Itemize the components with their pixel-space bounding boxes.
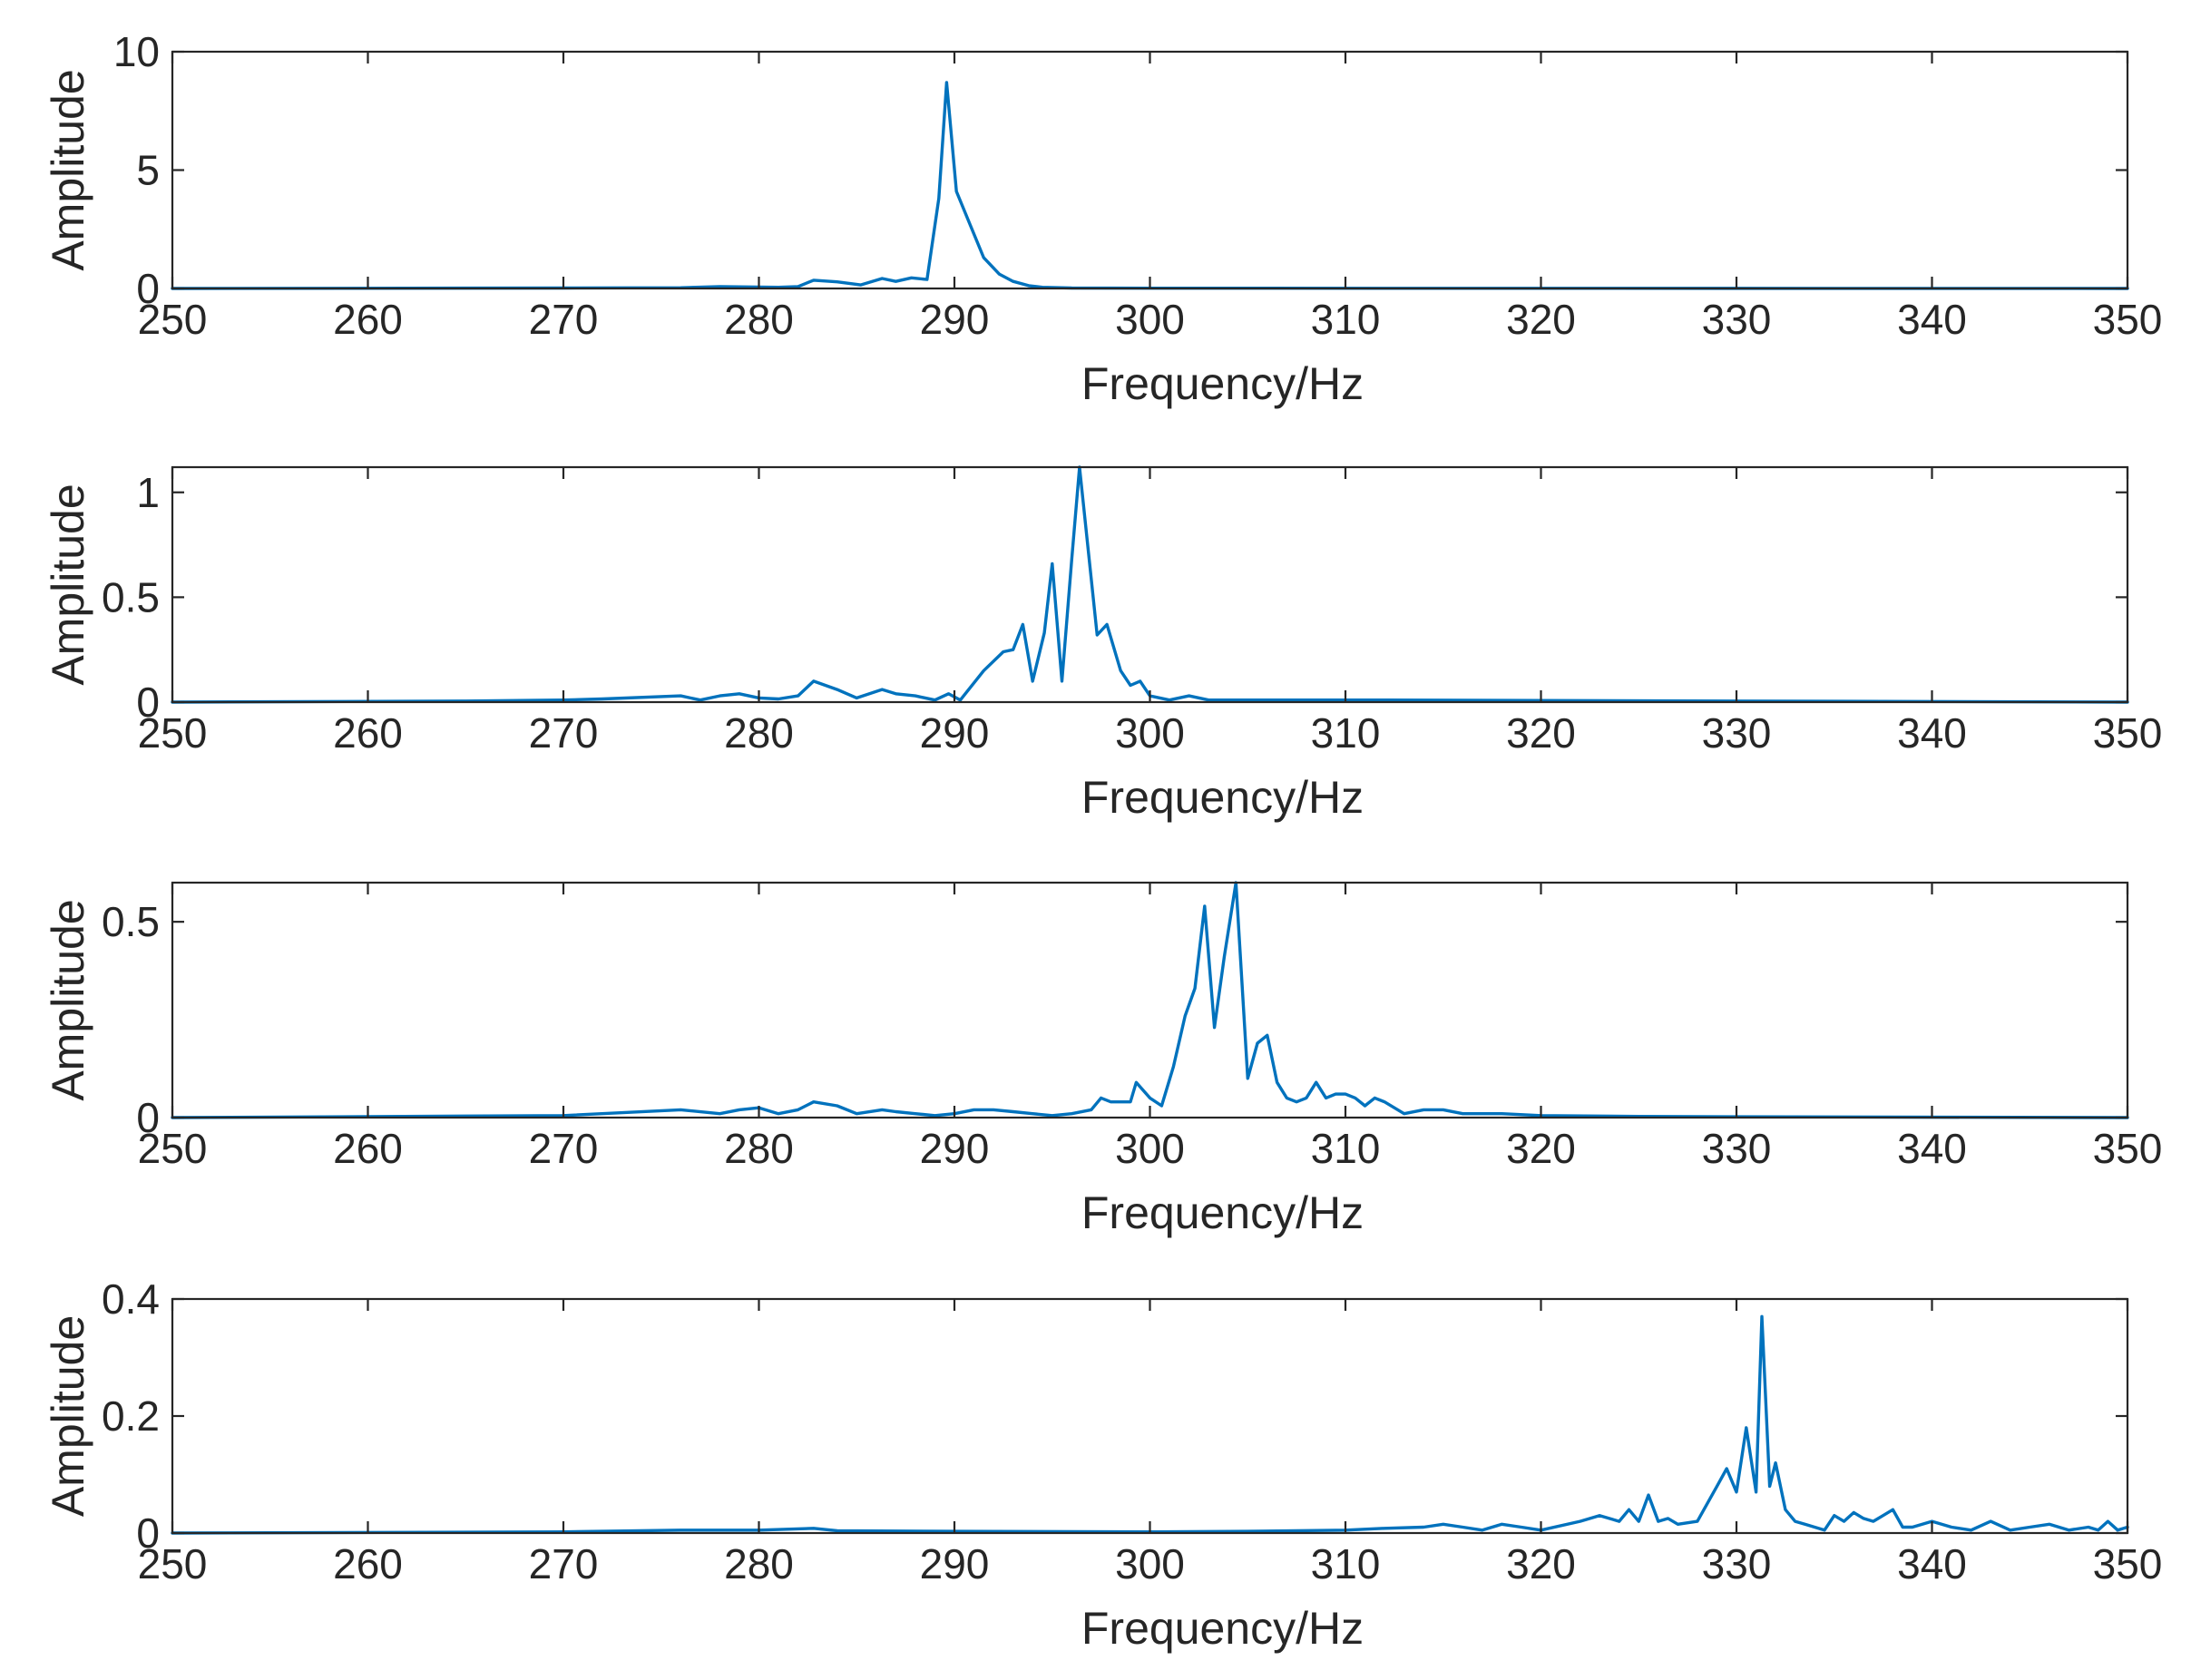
x-tick-label: 330 [1702,296,1772,343]
x-tick-label: 270 [529,1125,599,1172]
series-line [171,81,2129,290]
subplot-2: 250 260 270 280 290 300 310 320 330 340 350 0 0.5 1 Fr… [43,465,2163,823]
subplot-3: 250 260 270 280 290 300 310 320 330 340 350 0 0.5 Fre… [43,881,2163,1238]
x-tick-label: 320 [1506,709,1576,757]
y-tick-label: 10 [113,28,160,75]
x-tick-label: 330 [1702,1125,1772,1172]
y-axis-label: Amplitude [43,483,93,685]
x-tick-label: 340 [1897,296,1967,343]
x-tick-label: 260 [333,1540,403,1587]
x-axis-label: Frequency/Hz [1081,358,1364,409]
y-tick-label: 0.4 [102,1275,160,1323]
y-tick-label: 0.5 [102,573,160,620]
y-tick-label: 0 [136,1094,160,1141]
x-tick-label: 260 [333,1125,403,1172]
x-tick-label: 310 [1311,1540,1381,1587]
x-tick-label: 310 [1311,709,1381,757]
x-tick-label: 290 [920,296,990,343]
x-tick-label: 350 [2093,1125,2163,1172]
x-tick-label: 350 [2093,296,2163,343]
x-tick-label: 260 [333,296,403,343]
x-tick-label: 270 [529,1540,599,1587]
x-tick-label: 280 [724,296,794,343]
x-tick-label: 340 [1897,1125,1967,1172]
y-tick-label: 0 [136,1509,160,1557]
x-tick-label: 310 [1311,1125,1381,1172]
x-tick-label: 280 [724,1540,794,1587]
x-tick-label: 340 [1897,709,1967,757]
x-tick-label: 330 [1702,1540,1772,1587]
x-tick-label: 310 [1311,296,1381,343]
x-tick-label: 280 [724,1125,794,1172]
y-tick-label: 0 [136,265,160,312]
y-tick-label: 0 [136,679,160,726]
x-tick-label: 300 [1115,296,1185,343]
x-tick-label: 250 [138,1125,208,1172]
x-tick-label: 300 [1115,1540,1185,1587]
y-tick-label: 5 [136,147,160,194]
y-tick-label: 0.5 [102,898,160,945]
x-tick-label: 350 [2093,709,2163,757]
x-tick-label: 250 [138,1540,208,1587]
series-line [171,1314,2129,1535]
x-tick-label: 290 [920,1540,990,1587]
series-line [171,881,2129,1119]
subplot-4: 250 260 270 280 290 300 310 320 330 340 350 0 0.2 0.4… [43,1275,2162,1654]
x-tick-label: 320 [1506,296,1576,343]
x-tick-label: 250 [138,296,208,343]
y-axis-label: Amplitude [43,1315,93,1517]
y-tick-label: 1 [136,469,160,516]
x-tick-label: 290 [920,1125,990,1172]
x-tick-label: 300 [1115,1125,1185,1172]
x-tick-label: 340 [1897,1540,1967,1587]
y-axis-label: Amplitude [43,69,93,270]
y-tick-label: 0.2 [102,1392,160,1440]
x-tick-label: 250 [138,709,208,757]
x-axis-label: Frequency/Hz [1081,1603,1364,1654]
x-tick-label: 260 [333,709,403,757]
x-tick-label: 280 [724,709,794,757]
x-tick-label: 270 [529,296,599,343]
x-tick-label: 290 [920,709,990,757]
x-tick-label: 270 [529,709,599,757]
subplot-1: 250 260 270 280 290 300 310 320 330 340 350 0 5 10 Fre… [43,28,2162,409]
x-tick-label: 350 [2093,1540,2163,1587]
x-axis-label: Frequency/Hz [1081,772,1364,823]
x-axis-label: Frequency/Hz [1081,1187,1364,1238]
y-axis-label: Amplitude [43,899,93,1100]
x-tick-label: 300 [1115,709,1185,757]
x-tick-label: 330 [1702,709,1772,757]
x-tick-label: 320 [1506,1540,1576,1587]
x-tick-label: 320 [1506,1125,1576,1172]
